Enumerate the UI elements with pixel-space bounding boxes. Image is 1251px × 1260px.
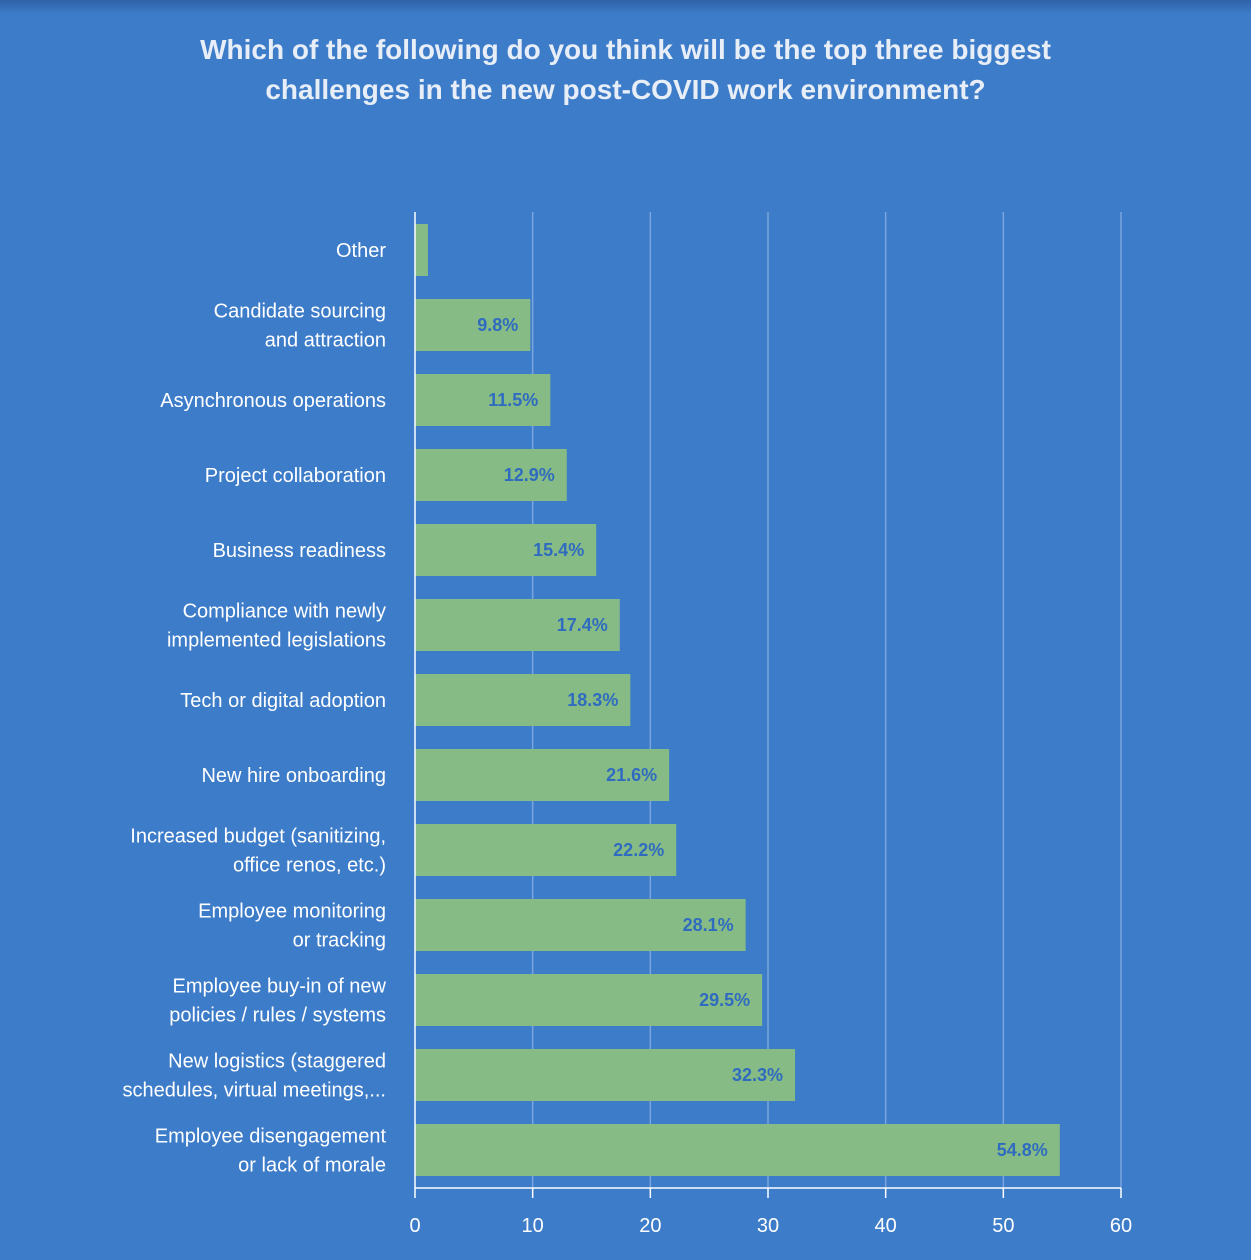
x-axis: 0 10 20 30 40 50 60 [409,212,1132,1237]
x-tick-label-40: 40 [875,1215,897,1237]
bar-11 [415,1049,796,1101]
x-tick-label-50: 50 [992,1215,1014,1237]
value-label-10: 29.5% [699,990,750,1010]
value-label-9: 28.1% [683,915,734,935]
bar-9 [415,899,746,951]
x-tick-label-20: 20 [639,1215,661,1237]
category-label-12: Employee disengagement or lack of morale [155,1126,387,1177]
chart-title: Which of the following do you think will… [0,30,1251,110]
value-label-1: 9.8% [477,315,518,335]
value-label-8: 22.2% [613,840,664,860]
category-label-10: Employee buy-in of new policies / rules /… [169,976,386,1027]
x-tick-label-60: 60 [1110,1215,1132,1237]
bar-4 [415,524,597,576]
category-label-5: Compliance with newly implemented legisla… [167,601,386,652]
category-label-4: Business readiness [213,540,386,562]
bar-6 [415,674,631,726]
x-tick-label-10: 10 [522,1215,544,1237]
category-label-11: New logistics (staggered schedules, virtu… [123,1051,386,1102]
value-label-11: 32.3% [732,1065,783,1085]
value-label-5: 17.4% [557,615,608,635]
value-label-4: 15.4% [533,540,584,560]
bar-12 [415,1124,1060,1176]
category-labels: Other Candidate sourcing and attraction Asy… [123,240,387,1177]
bar-8 [415,824,677,876]
bars [415,224,1060,1176]
category-label-8: Increased budget (sanitizing, office reno… [130,826,386,877]
chart-title-line-2: challenges in the new post-COVID work en… [265,74,986,105]
value-label-6: 18.3% [567,690,618,710]
value-label-12: 54.8% [997,1140,1048,1160]
value-label-7: 21.6% [606,765,657,785]
top-band [0,0,1251,14]
category-label-7: New hire onboarding [201,765,386,787]
bar-2 [415,374,551,426]
x-tick-label-0: 0 [409,1215,420,1237]
category-label-6: Tech or digital adoption [180,690,386,712]
bar-10 [415,974,763,1026]
value-label-3: 12.9% [504,465,555,485]
category-label-1: Candidate sourcing and attraction [214,301,386,352]
x-tick-label-30: 30 [757,1215,779,1237]
bar-0 [415,224,428,276]
bar-5 [415,599,620,651]
category-label-3: Project collaboration [205,465,386,487]
category-label-2: Asynchronous operations [160,390,386,412]
value-label-2: 11.5% [488,390,538,410]
bar-1 [415,299,531,351]
bar-7 [415,749,670,801]
bar-3 [415,449,567,501]
chart-title-line-1: Which of the following do you think will… [200,34,1051,65]
category-label-9: Employee monitoring or tracking [198,901,386,952]
value-labels: 9.8% 11.5% 12.9% 15.4% 17.4% 18.3% 21.6% 22.2% 2… [477,315,1048,1160]
category-label-0: Other [336,240,386,262]
